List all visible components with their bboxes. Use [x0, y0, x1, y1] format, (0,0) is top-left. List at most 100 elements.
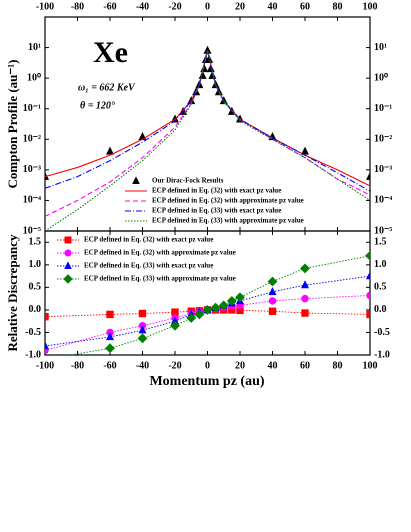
legend-label: ECP defined in Eq. (32) with exact pz va… [152, 187, 281, 195]
marker [366, 291, 370, 300]
marker [203, 45, 212, 54]
marker [365, 171, 370, 180]
marker [226, 295, 237, 306]
marker [106, 310, 114, 319]
y-tick-label: -0.5 [25, 327, 41, 338]
marker [45, 312, 49, 321]
y-tick-label: 1.5 [29, 237, 42, 248]
x-tick-label: 80 [333, 1, 343, 12]
marker [138, 132, 147, 141]
legend-marker [132, 176, 140, 184]
x-tick-label: 80 [333, 360, 343, 371]
y-axis-label: Relative Discrepancy [5, 234, 20, 352]
marker [218, 300, 229, 311]
legend-entry: ECP defined in Eq. (33) with approximate… [125, 217, 304, 225]
y-tick-label: 1.5 [374, 237, 387, 248]
x-tick-label: 60 [300, 1, 310, 12]
x-tick-label: 100 [363, 1, 378, 12]
series-line [45, 50, 370, 192]
marker [170, 320, 180, 331]
legend-label: Our Dirac-Fock Results [152, 177, 224, 185]
legend-entry: ECP defined in Eq. (33) with exact pz va… [125, 207, 281, 215]
x-tick-label: -100 [36, 1, 54, 12]
y-tick-label: 10⁰ [374, 72, 388, 83]
x-tick-label: -20 [168, 360, 181, 371]
series-line [45, 50, 370, 231]
plot-area [45, 45, 370, 231]
marker [268, 297, 277, 305]
marker [300, 146, 310, 155]
marker [194, 309, 205, 320]
legend-label: ECP defined in Eq. (33) with exact pz va… [84, 262, 213, 270]
x-tick-label: 100 [363, 360, 378, 371]
marker [300, 263, 310, 274]
marker [202, 305, 213, 315]
x-tick-label: 0 [205, 1, 210, 12]
x-tick-label: 40 [268, 1, 278, 12]
marker [366, 310, 370, 319]
y-tick-label: 0.5 [29, 282, 42, 293]
legend-entry: ECP defined in Eq. (33) with exact pz va… [57, 261, 213, 270]
y-axis-label: Compton Profile (au⁻¹) [5, 60, 20, 189]
y-tick-label: -1.0 [374, 349, 390, 360]
marker [105, 146, 115, 155]
legend-label: ECP defined in Eq. (32) with approximate… [152, 197, 304, 205]
x-tick-label: -20 [168, 1, 181, 12]
series-line [45, 295, 370, 351]
marker [301, 294, 309, 303]
marker [186, 313, 197, 323]
x-axis-label: Momentum pz (au) [149, 374, 264, 389]
marker [137, 333, 148, 344]
legend-label: ECP defined in Eq. (32) with exact pz va… [84, 236, 213, 244]
marker [300, 280, 310, 289]
x-tick-label: -80 [71, 360, 84, 371]
marker [210, 302, 221, 313]
marker [138, 309, 147, 318]
marker [301, 309, 309, 317]
legend-label: ECP defined in Eq. (33) with approximate… [84, 275, 236, 283]
x-tick-label: 20 [235, 1, 245, 12]
series-line [68, 255, 370, 355]
y-tick-label: 10⁻⁵ [374, 225, 392, 236]
annotation: ω₁ = 662 KeV [78, 82, 136, 93]
marker [268, 287, 277, 296]
legend-marker [64, 249, 72, 257]
y-tick-label: 10⁻² [23, 134, 41, 145]
y-tick-label: 1.0 [29, 259, 42, 270]
x-tick-label: -40 [136, 1, 149, 12]
x-tick-label: 60 [300, 360, 310, 371]
y-tick-label: 0.0 [374, 304, 387, 315]
y-tick-label: 10⁻¹ [374, 103, 392, 114]
y-tick-label: 10⁻⁴ [374, 195, 392, 206]
y-tick-label: 0.5 [374, 282, 387, 293]
y-tick-label: -1.0 [25, 349, 41, 360]
y-tick-label: 10⁻³ [374, 164, 392, 175]
legend-label: ECP defined in Eq. (33) with approximate… [152, 217, 304, 225]
plot-area [45, 250, 370, 355]
legend-entry: Our Dirac-Fock Results [132, 176, 224, 185]
legend-marker [63, 274, 73, 284]
marker [138, 325, 147, 334]
y-tick-label: 10⁻³ [23, 164, 41, 175]
marker [365, 271, 370, 280]
legend-entry: ECP defined in Eq. (32) with exact pz va… [57, 236, 213, 244]
x-tick-label: -40 [136, 360, 149, 371]
annotation: θ = 120° [80, 100, 115, 111]
legend-label: ECP defined in Eq. (32) with approximate… [84, 249, 236, 257]
y-tick-label: -0.5 [374, 327, 390, 338]
y-tick-label: 10⁻⁵ [23, 225, 41, 236]
y-tick-label: 10⁻¹ [23, 103, 41, 114]
y-tick-label: 0.0 [29, 304, 42, 315]
legend-entry: ECP defined in Eq. (32) with exact pz va… [125, 187, 281, 195]
legend-label: ECP defined in Eq. (33) with exact pz va… [152, 207, 281, 215]
x-tick-label: -60 [103, 1, 116, 12]
marker [267, 276, 278, 287]
y-tick-label: 10¹ [374, 42, 387, 53]
marker [235, 292, 245, 303]
y-tick-label: 10⁻⁴ [23, 195, 41, 206]
y-tick-label: 10⁻² [374, 134, 392, 145]
legend-entry: ECP defined in Eq. (32) with approximate… [125, 197, 304, 205]
series-line [45, 309, 370, 318]
y-tick-label: 10⁰ [27, 72, 41, 83]
